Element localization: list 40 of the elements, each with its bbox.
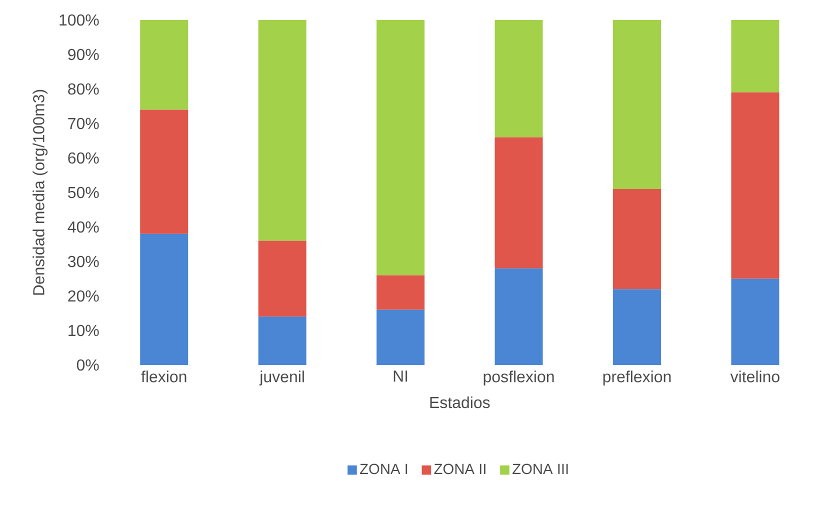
legend-label: ZONA III [512,464,568,474]
bar [376,20,425,276]
y-tick-label: 40% [68,221,99,233]
y-tick-label: 20% [68,290,99,302]
y-tick-label: 0% [76,359,99,371]
bar [376,275,425,310]
legend-label: ZONA II [434,464,486,474]
bar [494,20,543,138]
x-tick-label: posflexion [484,370,554,386]
y-tick-label: 80% [68,83,99,95]
y-tick-label: 50% [68,186,99,198]
bar [494,137,543,268]
bar [612,189,661,290]
bar [376,310,425,365]
x-axis-title: Estadios [430,396,490,408]
legend-label: ZONA I [360,464,408,474]
x-tick-label: vitelino [730,370,780,382]
bar [612,289,661,365]
x-tick-label: flexion [141,370,186,382]
y-tick-label: 30% [68,256,99,268]
bar [494,268,543,365]
x-tick-label: NI [394,370,408,382]
y-tick-label: 70% [68,118,99,130]
y-tick-label: 60% [68,152,99,164]
y-tick-label: 10% [68,324,99,336]
bar [258,20,306,241]
bar [612,20,661,190]
bar [258,240,306,317]
bar [140,110,188,234]
y-tick-label: 90% [68,48,99,60]
y-tick-label: 100% [60,14,99,26]
x-tick-label: juvenil [259,370,304,386]
bar [140,234,188,365]
bar [140,20,188,110]
y-axis-title: Densidad media (org/100m3) [32,90,48,295]
x-tick-label: preflexion [603,370,671,386]
bar [731,278,780,365]
bar [258,316,306,365]
bar [731,92,780,279]
bar [731,20,780,92]
